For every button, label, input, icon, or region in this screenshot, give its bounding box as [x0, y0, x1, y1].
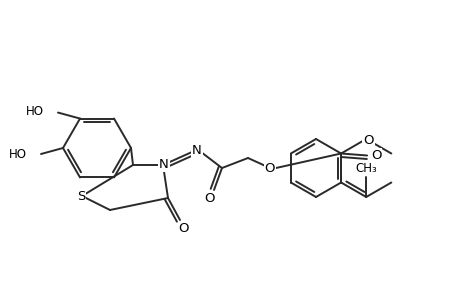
Text: O: O: [204, 193, 215, 206]
Text: O: O: [179, 223, 189, 236]
Text: N: N: [159, 158, 168, 170]
Text: CH₃: CH₃: [355, 163, 376, 176]
Text: S: S: [77, 190, 85, 202]
Text: N: N: [192, 143, 202, 157]
Text: O: O: [370, 149, 381, 162]
Text: O: O: [264, 161, 274, 175]
Text: O: O: [362, 134, 373, 146]
Text: HO: HO: [9, 148, 27, 161]
Text: HO: HO: [26, 105, 44, 118]
